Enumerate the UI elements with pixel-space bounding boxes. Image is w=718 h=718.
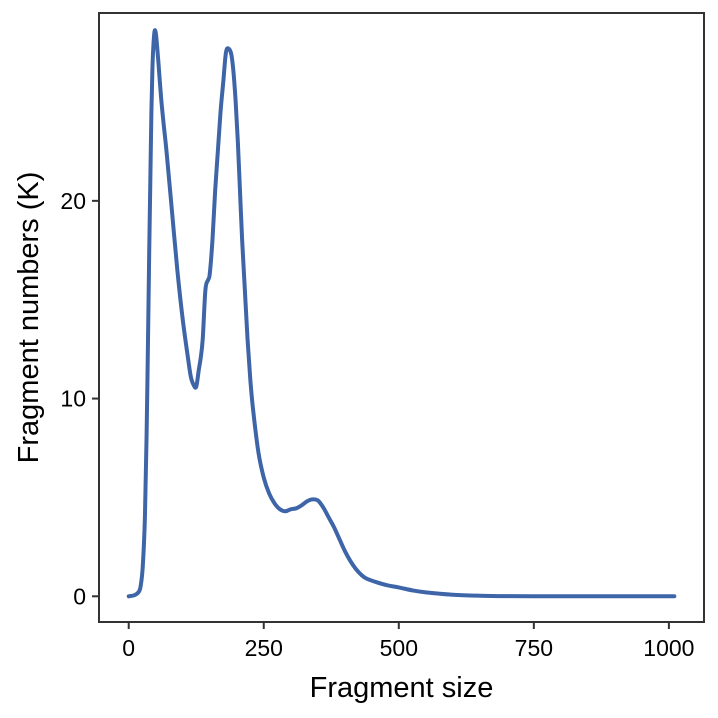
- y-tick-label: 10: [60, 386, 86, 412]
- series-line: [126, 28, 677, 599]
- x-tick-label: 1000: [643, 635, 694, 661]
- y-tick-label: 20: [60, 188, 86, 214]
- x-tick-label: 750: [515, 635, 553, 661]
- x-tick-label: 500: [380, 635, 418, 661]
- y-tick-label: 0: [73, 583, 86, 609]
- x-tick-label: 0: [122, 635, 135, 661]
- x-tick-label: 250: [245, 635, 283, 661]
- ticks: 0 250 500 750 1000 0 10 20: [60, 188, 694, 661]
- plot-frame: [98, 12, 705, 623]
- x-axis-title: Fragment size: [310, 672, 494, 704]
- y-axis-title: Fragment numbers (K): [13, 172, 45, 464]
- series: [126, 28, 677, 599]
